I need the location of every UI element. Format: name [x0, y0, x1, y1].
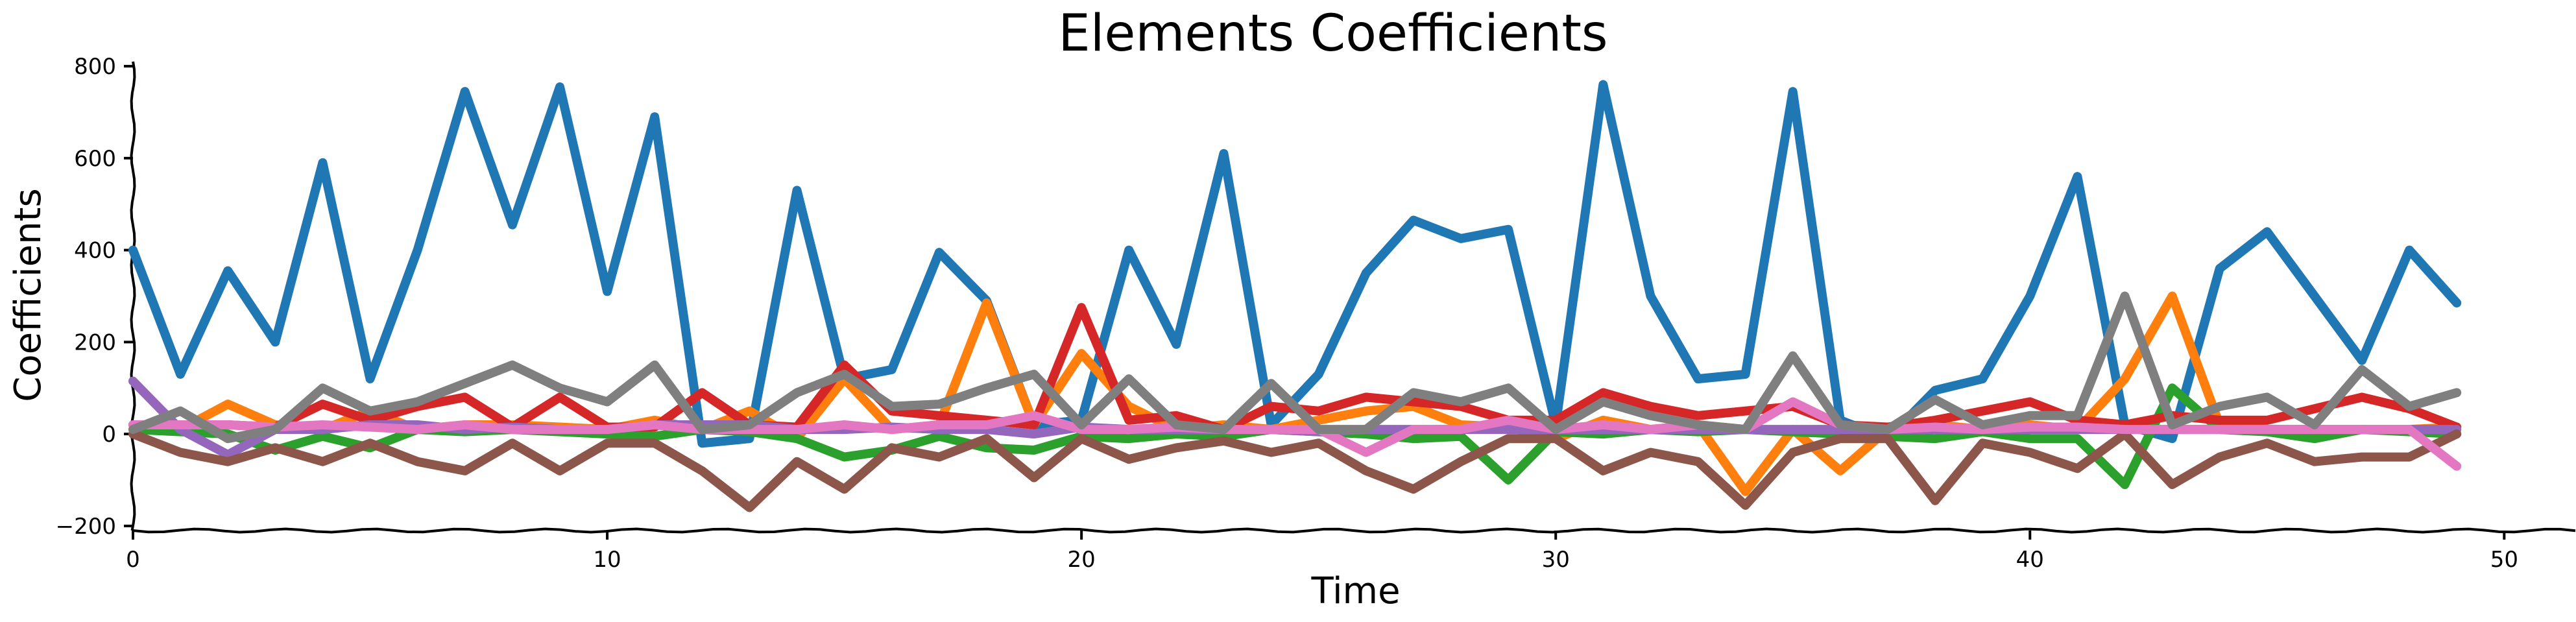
y-tick-label: 800 [74, 54, 116, 80]
y-axis-label: Coefficients [7, 188, 49, 401]
x-tick-label: 10 [593, 547, 621, 573]
x-tick-label: 0 [126, 547, 140, 573]
y-tick-label: 400 [74, 238, 116, 264]
y-tick-label: −200 [56, 514, 116, 540]
x-axis-line [132, 527, 2576, 534]
y-tick-label: 600 [74, 146, 116, 172]
y-tick-label: 200 [74, 329, 116, 355]
x-tick-label: 40 [2016, 547, 2044, 573]
series-line-6 [128, 429, 2462, 512]
x-tick-label: 20 [1068, 547, 1096, 573]
series-line-7 [128, 397, 2462, 471]
y-tick-label: 0 [102, 422, 116, 448]
x-axis-label: Time [1310, 570, 1400, 612]
x-tick-label: 50 [2490, 547, 2518, 573]
y-axis-line [130, 61, 136, 531]
series-line-1 [128, 80, 2462, 448]
series-layer [128, 80, 2462, 512]
x-tick-label: 30 [1542, 547, 1570, 573]
axes: 0 10 20 30 40 50 −200 0 200 400 600 800 [56, 54, 2576, 573]
chart-title: Elements Coefficients [1058, 5, 1607, 63]
series-line-8 [128, 291, 2462, 444]
